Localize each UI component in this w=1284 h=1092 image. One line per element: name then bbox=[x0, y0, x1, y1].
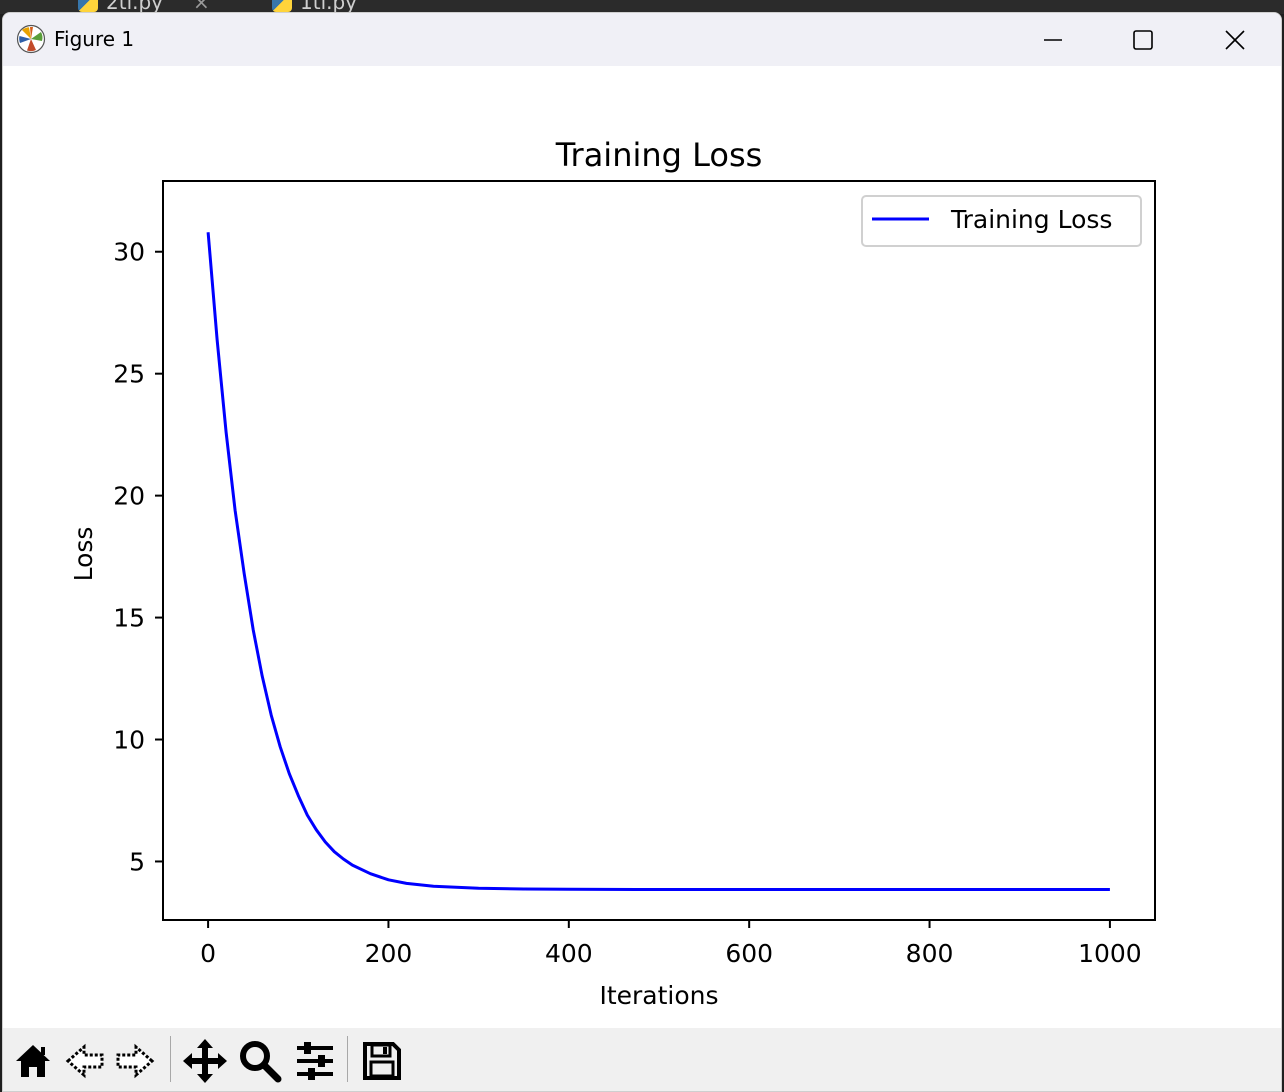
maximize-button[interactable] bbox=[1097, 13, 1189, 66]
y-tick-label: 10 bbox=[113, 726, 145, 755]
background-tab: 2tl.py × bbox=[78, 0, 210, 14]
axes: 0 200 400 600 800 1000 5 10 15 20 25 30 bbox=[113, 180, 1156, 968]
pan-icon bbox=[183, 1039, 227, 1083]
title-bar[interactable]: Figure 1 bbox=[3, 13, 1281, 66]
maximize-icon bbox=[1133, 29, 1153, 50]
x-tick-label: 0 bbox=[200, 939, 216, 968]
configure-subplots-button[interactable] bbox=[290, 1036, 340, 1086]
plot-frame bbox=[162, 180, 1156, 921]
figure-window: Figure 1 Training Loss 0 200 400 600 800 1000… bbox=[2, 12, 1282, 1092]
y-tick-label: 25 bbox=[113, 360, 145, 389]
minimize-icon bbox=[1044, 38, 1062, 41]
close-button[interactable] bbox=[1189, 13, 1281, 66]
y-axis-label: Loss bbox=[69, 527, 98, 582]
save-icon bbox=[363, 1042, 401, 1080]
back-button[interactable] bbox=[60, 1036, 110, 1086]
zoom-button[interactable] bbox=[235, 1036, 285, 1086]
x-tick-label: 800 bbox=[906, 939, 954, 968]
navigation-toolbar bbox=[3, 1028, 1281, 1091]
toolbar-separator bbox=[170, 1036, 171, 1082]
close-icon: × bbox=[193, 0, 210, 14]
y-tick-label: 30 bbox=[113, 238, 145, 267]
zoom-icon bbox=[240, 1041, 282, 1083]
forward-icon bbox=[116, 1043, 155, 1079]
chart-title: Training Loss bbox=[555, 136, 763, 174]
series-line bbox=[206, 232, 1110, 891]
window-title: Figure 1 bbox=[54, 27, 135, 51]
y-tick-label: 15 bbox=[113, 604, 145, 633]
close-icon bbox=[1225, 29, 1245, 50]
figure-canvas[interactable]: Training Loss 0 200 400 600 800 1000 5 10 15 20 25… bbox=[3, 66, 1281, 1028]
background-tab-label: 2tl.py bbox=[106, 0, 164, 14]
legend-box bbox=[861, 195, 1142, 247]
toolbar-separator bbox=[347, 1036, 348, 1082]
legend-label: Training Loss bbox=[950, 205, 1112, 234]
minimize-button[interactable] bbox=[1007, 13, 1099, 66]
matplotlib-app-icon bbox=[16, 24, 46, 54]
x-tick-label: 200 bbox=[365, 939, 413, 968]
x-tick-label: 400 bbox=[545, 939, 593, 968]
background-tab-label: 1tl.py bbox=[300, 0, 358, 14]
y-tick-label: 20 bbox=[113, 482, 145, 511]
legend: Training Loss bbox=[861, 195, 1142, 247]
y-tick-label: 5 bbox=[129, 847, 145, 876]
python-file-icon bbox=[272, 0, 292, 12]
background-editor-tabs: 2tl.py × 1tl.py bbox=[0, 0, 1284, 14]
x-tick-label: 600 bbox=[725, 939, 773, 968]
configure-subplots-icon bbox=[297, 1042, 333, 1080]
home-icon bbox=[16, 1045, 50, 1077]
save-button[interactable] bbox=[357, 1036, 407, 1086]
back-icon bbox=[65, 1043, 104, 1079]
python-file-icon bbox=[78, 0, 98, 12]
line-chart[interactable]: Training Loss 0 200 400 600 800 1000 5 10 15 20 25… bbox=[3, 66, 1282, 1028]
x-tick-label: 1000 bbox=[1078, 939, 1142, 968]
x-axis-label: Iterations bbox=[599, 981, 718, 1010]
background-tab: 1tl.py bbox=[272, 0, 357, 14]
pan-button[interactable] bbox=[180, 1036, 230, 1086]
home-button[interactable] bbox=[8, 1036, 58, 1086]
forward-button[interactable] bbox=[110, 1036, 160, 1086]
